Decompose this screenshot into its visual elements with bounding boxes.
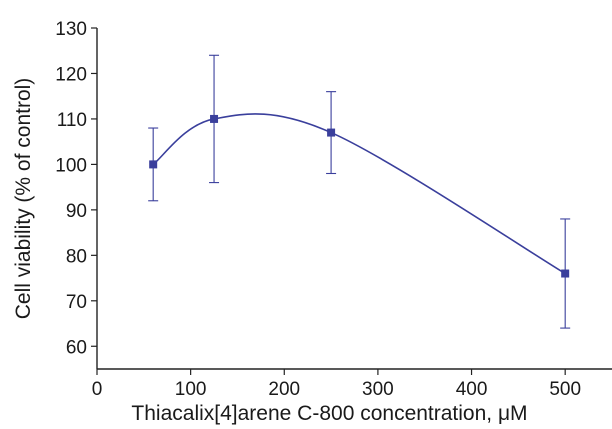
x-axis-label: Thiacalix[4]arene C-800 concentration, μ… (131, 402, 527, 425)
y-tick-label: 90 (66, 201, 87, 222)
y-tick-label: 60 (66, 337, 87, 358)
data-point (561, 269, 570, 278)
data-point (149, 160, 158, 169)
error-bars (148, 54, 571, 329)
x-tick-label: 100 (175, 379, 207, 400)
series-line (152, 113, 566, 275)
axes (96, 28, 612, 370)
y-tick-label: 110 (57, 110, 87, 131)
x-tick-label: 200 (268, 379, 300, 400)
data-markers (149, 114, 570, 278)
data-point (327, 128, 336, 137)
y-tick-label: 100 (55, 155, 87, 176)
y-tick-label: 130 (55, 19, 87, 40)
y-tick-label: 80 (66, 246, 87, 267)
x-tick-label: 400 (456, 379, 488, 400)
y-ticks: 60 70 80 90 100 110 120 130 (55, 19, 97, 358)
y-tick-label: 120 (55, 64, 87, 85)
x-tick-label: 300 (362, 379, 394, 400)
y-axis-label: Cell viability (% of control) (12, 78, 35, 320)
data-point (210, 114, 219, 123)
x-ticks: 0 100 200 300 400 500 (92, 369, 581, 400)
y-tick-label: 70 (66, 292, 87, 313)
x-tick-label: 500 (549, 379, 581, 400)
x-tick-label: 0 (92, 379, 103, 400)
